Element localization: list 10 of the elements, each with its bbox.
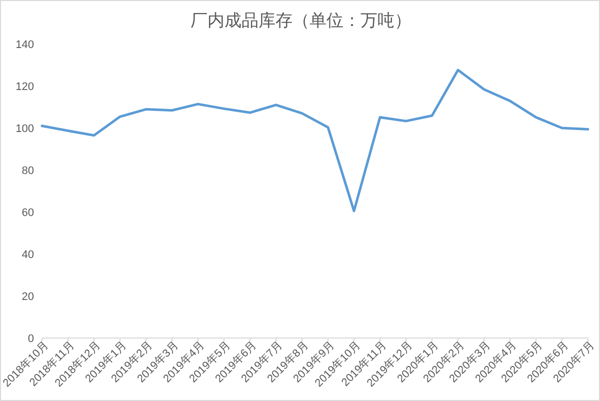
chart-title: 厂内成品库存（单位：万吨） [190,10,412,32]
line-series [40,68,590,212]
y-tick-label: 60 [22,206,34,219]
y-tick-label: 20 [22,290,34,303]
y-tick-label: 120 [16,80,34,93]
y-tick-label: 100 [16,122,34,135]
y-tick-label: 140 [16,38,34,51]
y-tick-label: 40 [22,248,34,261]
y-tick-label: 80 [22,164,34,177]
y-tick-label: 0 [28,332,34,345]
